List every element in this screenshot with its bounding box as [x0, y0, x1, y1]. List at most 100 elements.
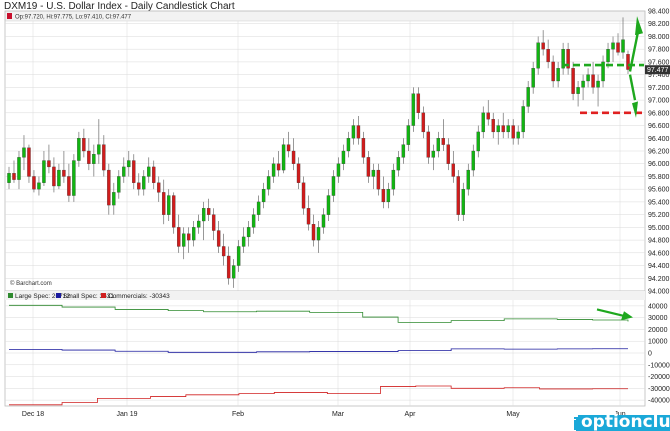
candle-body: [481, 112, 485, 133]
candle: [361, 131, 366, 164]
candle: [67, 163, 71, 202]
price-tick-label: 94.400: [648, 263, 670, 270]
candle: [231, 259, 236, 288]
candle: [501, 112, 505, 139]
candle: [456, 170, 460, 221]
watermark-bg-side: [574, 420, 576, 430]
candle: [526, 81, 530, 113]
candle: [162, 179, 166, 225]
candle-body: [536, 42, 540, 69]
candle-body: [132, 160, 136, 183]
candle: [616, 33, 620, 56]
candle: [461, 182, 465, 221]
candle: [147, 157, 151, 183]
candle: [7, 166, 11, 190]
candle-body: [396, 157, 401, 171]
candle: [381, 176, 386, 209]
arrow-down-head: [632, 101, 638, 118]
cot-series-line: [9, 385, 628, 406]
candle-body: [486, 112, 490, 120]
candle-body: [546, 49, 550, 63]
candle-body: [276, 163, 281, 171]
candle-body: [321, 214, 326, 228]
candle-body: [426, 131, 431, 158]
candle-body: [446, 144, 450, 164]
candle-body: [192, 227, 196, 241]
cot-legend-swatch: [56, 293, 61, 298]
candle: [406, 119, 411, 151]
watermark-bg-ledge: [574, 417, 670, 419]
candle-body: [67, 176, 71, 196]
candle-body: [521, 106, 525, 133]
candle-body: [496, 125, 500, 133]
candle: [117, 170, 121, 199]
candle: [37, 176, 41, 196]
candle-body: [221, 246, 226, 257]
candle-body: [301, 182, 306, 209]
candle: [601, 55, 605, 88]
candle-body: [241, 236, 246, 247]
candle: [261, 182, 266, 209]
price-tick-label: 96.400: [648, 136, 670, 143]
barchart-credit: © Barchart.com: [10, 280, 52, 287]
price-tick-label: 97.600: [648, 59, 670, 66]
x-tick-label: May: [506, 411, 520, 418]
candle-body: [601, 61, 605, 82]
candle-body: [47, 160, 51, 168]
candle-body: [316, 227, 321, 241]
x-tick-label: Jan 19: [116, 411, 137, 418]
candle-body: [476, 131, 480, 152]
candle-body: [102, 144, 106, 171]
candle-body: [142, 176, 146, 190]
candle-body: [376, 169, 381, 190]
candle: [52, 157, 56, 193]
candle: [436, 131, 441, 158]
candle: [107, 163, 111, 215]
candle-body: [531, 68, 535, 88]
candle-body: [461, 189, 465, 215]
candle: [211, 208, 216, 241]
price-tick-label: 98.000: [648, 34, 670, 41]
x-tick-label: Dec 18: [22, 411, 44, 418]
candle: [536, 36, 540, 75]
candle: [421, 106, 426, 139]
candle: [22, 135, 26, 171]
candle: [331, 170, 336, 202]
candle-body: [137, 182, 141, 190]
candle: [12, 160, 16, 183]
candle-body: [556, 68, 560, 82]
candle: [157, 176, 161, 202]
candle: [47, 144, 51, 174]
arrow-down-shaft: [628, 74, 637, 101]
cot-tick-label: 0: [648, 351, 652, 358]
candle: [401, 138, 406, 164]
candle: [281, 138, 286, 174]
price-tick-label: 94.600: [648, 250, 670, 257]
price-tick-label: 95.200: [648, 212, 670, 219]
candle-body: [122, 166, 126, 177]
candle: [556, 61, 560, 88]
candle-body: [157, 182, 161, 193]
candle-body: [466, 169, 470, 190]
candle-body: [266, 176, 271, 190]
candle: [216, 221, 221, 253]
candle-body: [391, 169, 396, 190]
candle: [132, 154, 136, 190]
candle: [356, 116, 361, 145]
candle-body: [591, 74, 595, 88]
candle: [306, 195, 311, 231]
candle: [77, 131, 81, 167]
candle-body: [42, 160, 46, 183]
candle-body: [356, 125, 361, 139]
candle: [551, 55, 555, 88]
candle-body: [211, 214, 216, 231]
candle: [251, 208, 256, 234]
x-tick-label: Mar: [332, 411, 345, 418]
candle-body: [172, 195, 176, 228]
candle-body: [231, 265, 236, 279]
candle-body: [147, 166, 151, 177]
candles: [7, 17, 630, 288]
candle-body: [32, 176, 36, 190]
x-axis: Dec 18 Jan 19 Feb Mar Apr May Jun: [22, 411, 626, 418]
